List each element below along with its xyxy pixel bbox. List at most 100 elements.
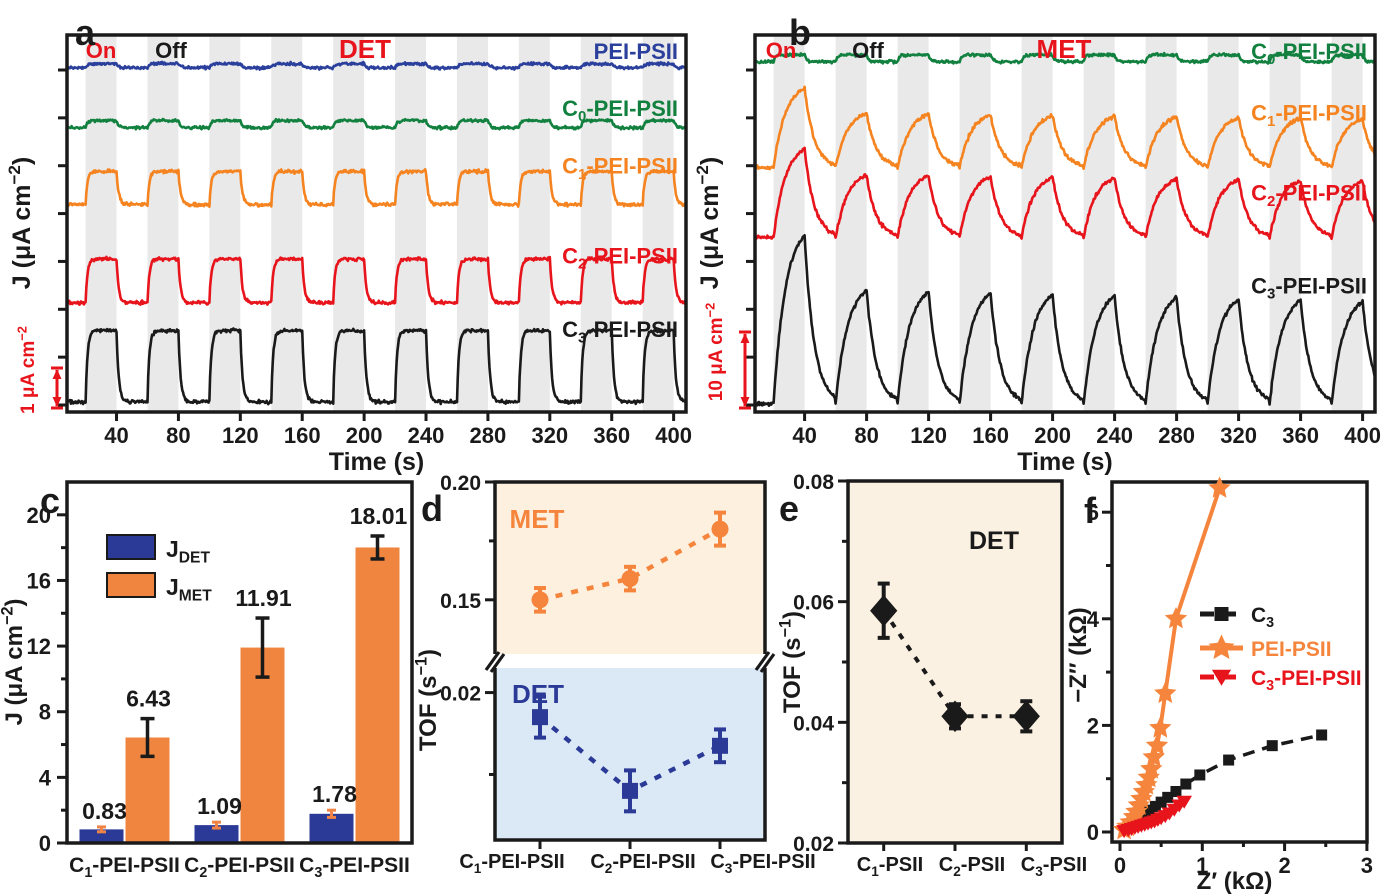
axis-break-mark xyxy=(484,651,501,671)
square-marker xyxy=(532,709,548,726)
met-bar xyxy=(240,647,285,843)
axis-break-mark xyxy=(489,653,506,673)
y-tick-label: 0 xyxy=(1087,820,1099,845)
x-tick-label: 400 xyxy=(1344,423,1381,448)
star-marker xyxy=(1137,765,1160,788)
category-label: C1-PEI-PSII xyxy=(69,854,180,881)
triangle-down-marker xyxy=(1176,795,1192,809)
x-axis-label: Time (s) xyxy=(1017,448,1112,476)
x-tick-label: 320 xyxy=(531,423,568,448)
panel-b: 40 80 120 160 200 240 280 320 360 400 C0-PEI-PSII C… xyxy=(693,12,1381,476)
panel-letter: d xyxy=(421,488,443,529)
on-label: On xyxy=(766,38,797,63)
x-tick-label: 200 xyxy=(1034,423,1071,448)
x-tick-label: 320 xyxy=(1220,423,1257,448)
axis-break-mark xyxy=(754,651,771,671)
light-on-band xyxy=(1331,35,1363,412)
det-bar xyxy=(79,829,124,843)
x-tick-label: 40 xyxy=(104,423,128,448)
category-label: C1-PSII xyxy=(857,854,923,879)
diamond-marker xyxy=(870,594,898,627)
panel-d: 0.20 0.15 MET 0.02 DET C1-PEI-PSII C2-PEI-PSII… xyxy=(412,472,815,876)
star-marker xyxy=(1154,681,1177,703)
category-label: C2-PSII xyxy=(939,854,1005,879)
x-tick-label: 80 xyxy=(166,423,190,448)
square-marker xyxy=(1194,769,1206,781)
square-marker xyxy=(1170,785,1182,797)
square-marker xyxy=(712,737,728,754)
y-tick-label: 20 xyxy=(27,503,51,528)
det-region-bg xyxy=(848,481,1062,843)
scalebar-arrowhead xyxy=(52,397,62,407)
y-tick-label: 0.06 xyxy=(793,592,834,615)
light-on-band xyxy=(835,35,867,412)
light-on-band xyxy=(456,35,488,412)
light-on-band xyxy=(209,35,241,412)
x-tick-label: 360 xyxy=(1282,423,1319,448)
x-tick-label: 80 xyxy=(854,423,878,448)
trace-label: PEI-PSII xyxy=(594,39,678,64)
det-label: DET xyxy=(512,679,564,709)
x-tick-label: 40 xyxy=(792,423,816,448)
x-tick-label: 240 xyxy=(408,423,445,448)
trace-label: C2-PEI-PSII xyxy=(562,243,678,272)
trace-label: C2-PEI-PSII xyxy=(1251,181,1367,210)
trace-a-4 xyxy=(67,327,686,406)
square-marker xyxy=(1180,778,1192,790)
legend-label-met: JMET xyxy=(166,574,212,605)
x-tick-label: 1 xyxy=(1196,853,1208,878)
y-tick-label: 0 xyxy=(39,831,51,856)
light-on-band xyxy=(580,35,612,412)
det-value-label: 0.83 xyxy=(82,798,127,824)
category-label: C2-PEI-PSII xyxy=(590,851,695,876)
x-tick-label: 200 xyxy=(346,423,383,448)
legend-label-det: JDET xyxy=(166,536,210,567)
plot-border xyxy=(1110,480,1369,844)
scalebar-label: 1 μA cm−2 xyxy=(14,326,39,414)
plot-border xyxy=(846,479,1064,845)
trace-a-1 xyxy=(67,117,686,131)
panel-letter: c xyxy=(40,480,60,521)
y-tick-label: 0.04 xyxy=(793,712,834,735)
legend-swatch-det xyxy=(106,534,156,560)
y-tick-label: 4 xyxy=(1087,607,1100,632)
legend-label: C3-PEI-PSII xyxy=(1251,667,1362,694)
circle-marker xyxy=(621,570,639,588)
y-tick-label: 4 xyxy=(39,765,52,790)
x-tick-label: 2 xyxy=(1278,853,1290,878)
trace-a-0 xyxy=(67,60,686,71)
square-marker xyxy=(1149,800,1161,812)
mode-label: MET xyxy=(1037,34,1092,64)
panel-e: 0.02 0.04 0.06 0.08 DET C1-PSII C2-PSII C3-PSII… xyxy=(776,471,1087,879)
x-tick-label: 280 xyxy=(1158,423,1195,448)
category-label: C3-PSII xyxy=(1021,854,1087,879)
light-on-band xyxy=(1083,35,1115,412)
triangle-down-marker xyxy=(1211,669,1232,686)
det-label: DET xyxy=(969,527,1019,555)
panel-letter: f xyxy=(1084,490,1097,531)
x-tick-label: 240 xyxy=(1096,423,1133,448)
x-tick-label: 120 xyxy=(910,423,947,448)
square-marker xyxy=(1214,607,1229,621)
x-axis-label: Time (s) xyxy=(329,448,424,476)
panel-letter: b xyxy=(789,12,811,53)
light-on-band xyxy=(395,35,427,412)
circle-marker xyxy=(531,591,549,609)
y-axis-label: J (μA cm−2) xyxy=(5,157,36,289)
met-value-label: 6.43 xyxy=(126,686,171,712)
y-tick-label: 0.02 xyxy=(440,683,481,706)
y-tick-label: 0.02 xyxy=(793,833,834,856)
category-label: C2-PEI-PSII xyxy=(184,854,295,881)
x-tick-label: 120 xyxy=(222,423,259,448)
trace-a-3 xyxy=(67,255,686,306)
plot-border xyxy=(65,33,688,414)
scalebar-label: 10 μA cm−2 xyxy=(702,303,727,402)
panel-letter: e xyxy=(779,488,799,529)
diamond-marker xyxy=(1012,700,1040,733)
light-on-band xyxy=(518,35,550,412)
y-axis-label: TOF (s−1) xyxy=(776,611,806,713)
axis-break-mark xyxy=(759,653,776,673)
diamond-marker xyxy=(941,700,969,733)
traces xyxy=(755,51,1375,407)
